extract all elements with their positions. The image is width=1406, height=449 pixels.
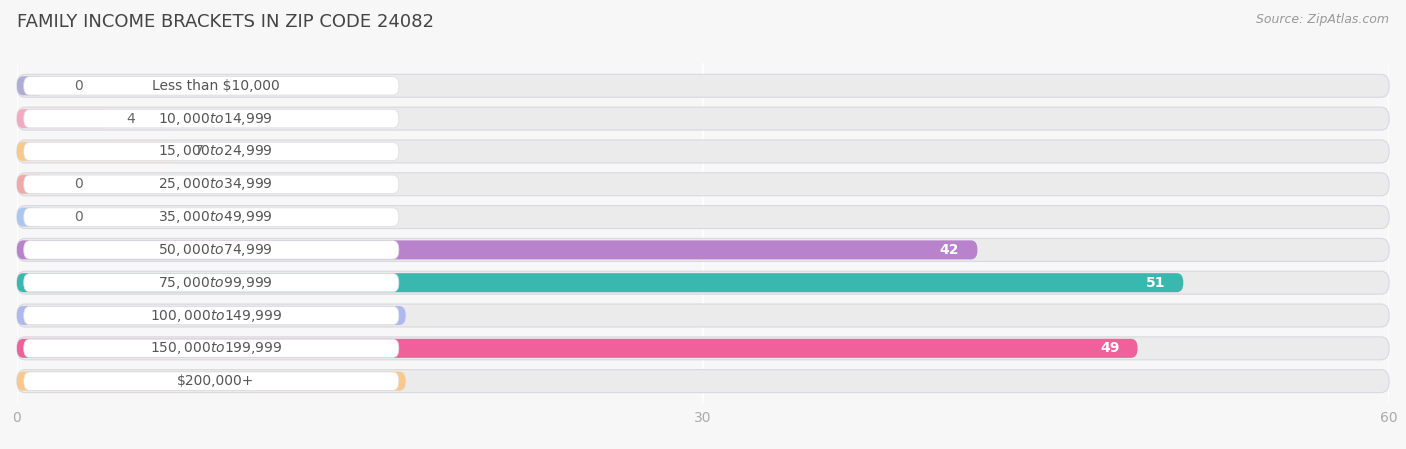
FancyBboxPatch shape bbox=[17, 273, 1184, 292]
Text: $15,000 to $24,999: $15,000 to $24,999 bbox=[159, 143, 273, 159]
Text: $10,000 to $14,999: $10,000 to $14,999 bbox=[159, 110, 273, 127]
FancyBboxPatch shape bbox=[17, 207, 45, 227]
Text: $200,000+: $200,000+ bbox=[177, 374, 254, 388]
FancyBboxPatch shape bbox=[24, 339, 399, 357]
FancyBboxPatch shape bbox=[17, 109, 108, 128]
Text: Source: ZipAtlas.com: Source: ZipAtlas.com bbox=[1256, 13, 1389, 26]
FancyBboxPatch shape bbox=[17, 140, 1389, 163]
Text: 4: 4 bbox=[127, 112, 135, 126]
Text: 0: 0 bbox=[75, 177, 83, 191]
FancyBboxPatch shape bbox=[24, 372, 399, 390]
FancyBboxPatch shape bbox=[17, 206, 1389, 229]
Text: $35,000 to $49,999: $35,000 to $49,999 bbox=[159, 209, 273, 225]
Text: 17: 17 bbox=[368, 308, 388, 322]
Text: 0: 0 bbox=[75, 79, 83, 93]
FancyBboxPatch shape bbox=[17, 337, 1389, 360]
Text: FAMILY INCOME BRACKETS IN ZIP CODE 24082: FAMILY INCOME BRACKETS IN ZIP CODE 24082 bbox=[17, 13, 434, 31]
FancyBboxPatch shape bbox=[17, 76, 45, 95]
FancyBboxPatch shape bbox=[24, 77, 399, 95]
Text: 42: 42 bbox=[939, 243, 959, 257]
FancyBboxPatch shape bbox=[17, 271, 1389, 294]
FancyBboxPatch shape bbox=[24, 306, 399, 325]
Text: 17: 17 bbox=[368, 374, 388, 388]
FancyBboxPatch shape bbox=[24, 241, 399, 259]
Text: $50,000 to $74,999: $50,000 to $74,999 bbox=[159, 242, 273, 258]
FancyBboxPatch shape bbox=[17, 240, 977, 260]
FancyBboxPatch shape bbox=[17, 173, 1389, 196]
FancyBboxPatch shape bbox=[17, 175, 45, 194]
Text: $75,000 to $99,999: $75,000 to $99,999 bbox=[159, 275, 273, 291]
FancyBboxPatch shape bbox=[17, 107, 1389, 130]
Text: 7: 7 bbox=[195, 145, 204, 158]
FancyBboxPatch shape bbox=[24, 208, 399, 226]
Text: $150,000 to $199,999: $150,000 to $199,999 bbox=[149, 340, 283, 357]
Text: $25,000 to $34,999: $25,000 to $34,999 bbox=[159, 176, 273, 192]
Text: 49: 49 bbox=[1099, 341, 1119, 355]
FancyBboxPatch shape bbox=[24, 273, 399, 292]
FancyBboxPatch shape bbox=[24, 142, 399, 161]
Text: Less than $10,000: Less than $10,000 bbox=[152, 79, 280, 93]
FancyBboxPatch shape bbox=[17, 306, 406, 325]
FancyBboxPatch shape bbox=[17, 75, 1389, 97]
FancyBboxPatch shape bbox=[24, 110, 399, 128]
Text: 0: 0 bbox=[75, 210, 83, 224]
Text: 51: 51 bbox=[1146, 276, 1166, 290]
FancyBboxPatch shape bbox=[17, 339, 1137, 358]
FancyBboxPatch shape bbox=[24, 175, 399, 194]
FancyBboxPatch shape bbox=[17, 372, 406, 391]
FancyBboxPatch shape bbox=[17, 370, 1389, 392]
Text: $100,000 to $149,999: $100,000 to $149,999 bbox=[149, 308, 283, 324]
FancyBboxPatch shape bbox=[17, 142, 177, 161]
FancyBboxPatch shape bbox=[17, 304, 1389, 327]
FancyBboxPatch shape bbox=[17, 238, 1389, 261]
